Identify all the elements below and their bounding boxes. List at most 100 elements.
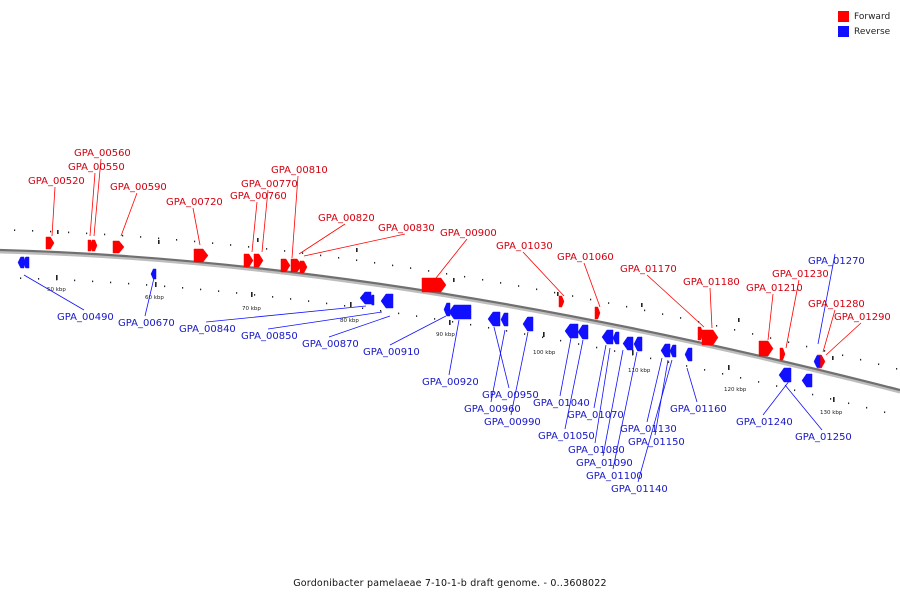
track-dot — [254, 294, 256, 296]
track-dot — [164, 285, 166, 288]
track-dot — [896, 367, 898, 370]
track-dot — [716, 325, 718, 327]
track-dot — [452, 320, 454, 323]
forward-gene-glyph — [558, 295, 565, 308]
reverse-gene-glyph — [612, 331, 620, 345]
major-tick-upper — [738, 318, 740, 322]
track-dot — [704, 369, 706, 371]
track-dot — [464, 275, 466, 278]
track-dot — [812, 393, 814, 396]
kbp-label: 120 kbp — [724, 387, 747, 393]
track-dot — [866, 406, 868, 409]
major-tick-lower — [56, 275, 58, 280]
track-dot — [86, 232, 88, 235]
forward-gene-glyph — [45, 236, 55, 250]
reverse-gene-label: GPA_01130 — [620, 424, 677, 435]
track-dot — [428, 270, 430, 272]
forward-gene-glyph — [193, 248, 209, 263]
reverse-gene-leader — [594, 347, 611, 444]
kbp-label: 50 kbp — [47, 287, 66, 293]
forward-gene-leader — [435, 238, 468, 279]
major-tick-upper — [356, 248, 358, 252]
major-tick-lower — [632, 350, 634, 355]
forward-gene-glyph — [253, 253, 264, 268]
track-dot — [794, 389, 796, 392]
forward-gene-glyph — [290, 258, 303, 273]
forward-gene-label: GPA_00770 — [241, 179, 298, 190]
reverse-gene-label: GPA_01270 — [808, 256, 865, 267]
forward-gene-label: GPA_00810 — [271, 165, 328, 176]
forward-gene-leader — [822, 309, 836, 353]
major-tick-lower — [350, 302, 352, 307]
forward-gene-glyph — [243, 253, 254, 268]
forward-gene-leader — [646, 274, 705, 328]
track-dot — [230, 244, 232, 246]
track-dot — [596, 346, 598, 349]
forward-gene-label: GPA_00590 — [110, 182, 167, 193]
reverse-gene-glyph — [380, 293, 394, 309]
forward-gene-label: GPA_00830 — [378, 223, 435, 234]
reverse-gene-label: GPA_00950 — [482, 390, 539, 401]
reverse-gene-label: GPA_01100 — [586, 471, 643, 482]
reverse-gene-glyph — [778, 367, 792, 383]
reverse-gene-leader — [389, 315, 447, 346]
major-tick-upper — [453, 278, 455, 282]
track-dot — [212, 242, 214, 244]
major-tick-lower — [833, 397, 835, 402]
forward-gene-label: GPA_00520 — [28, 176, 85, 187]
map-caption: Gordonibacter pamelaeae 7-10-1-b draft g… — [293, 578, 607, 589]
reverse-gene-glyph — [601, 329, 614, 345]
reverse-gene-glyph — [443, 302, 451, 317]
track-dot — [740, 377, 742, 379]
major-tick-lower — [543, 332, 545, 337]
track-dot — [806, 345, 808, 348]
track-dot — [842, 354, 844, 357]
reverse-gene-label: GPA_00990 — [484, 417, 541, 428]
track-dot — [32, 230, 34, 232]
forward-gene-glyph — [280, 258, 291, 273]
reverse-gene-label: GPA_01140 — [611, 484, 668, 495]
forward-gene-glyph — [91, 239, 98, 252]
track-dot — [734, 329, 736, 331]
track-dot — [338, 256, 340, 259]
track-dot — [374, 261, 376, 264]
kbp-label: 90 kbp — [436, 332, 455, 338]
track-dot — [758, 381, 760, 383]
track-dot — [128, 282, 130, 285]
track-dot — [380, 309, 382, 312]
track-dot — [788, 341, 790, 344]
track-dot — [110, 281, 112, 284]
track-dot — [572, 295, 574, 297]
reverse-gene-leader — [593, 344, 607, 409]
reverse-gene-leader — [23, 274, 85, 311]
track-dot — [194, 240, 196, 243]
track-dot — [200, 288, 202, 291]
track-dot — [626, 305, 628, 308]
reverse-gene-glyph — [684, 347, 693, 362]
track-dot — [650, 357, 652, 360]
forward-gene-label: GPA_01290 — [834, 312, 891, 323]
track-dot — [362, 307, 364, 310]
track-dot — [470, 323, 472, 326]
track-dot — [536, 288, 538, 291]
forward-gene-leader — [93, 158, 102, 237]
major-tick-upper — [832, 356, 834, 360]
forward-gene-label: GPA_01180 — [683, 277, 740, 288]
track-dot — [542, 336, 544, 339]
track-dot — [884, 411, 886, 414]
track-dot — [668, 361, 670, 363]
forward-gene-leader — [785, 279, 800, 349]
reverse-gene-label: GPA_00850 — [241, 331, 298, 342]
track-dot — [752, 333, 754, 335]
reverse-gene-label: GPA_00960 — [464, 404, 521, 415]
reverse-gene-label: GPA_00670 — [118, 318, 175, 329]
reverse-gene-leader — [637, 359, 673, 483]
track-dot — [272, 296, 274, 298]
track-dot — [290, 298, 292, 300]
track-dot — [344, 304, 346, 307]
major-tick-lower — [449, 320, 451, 325]
track-dot — [176, 239, 178, 241]
reverse-gene-leader — [510, 331, 529, 416]
forward-gene-leader — [120, 192, 138, 237]
